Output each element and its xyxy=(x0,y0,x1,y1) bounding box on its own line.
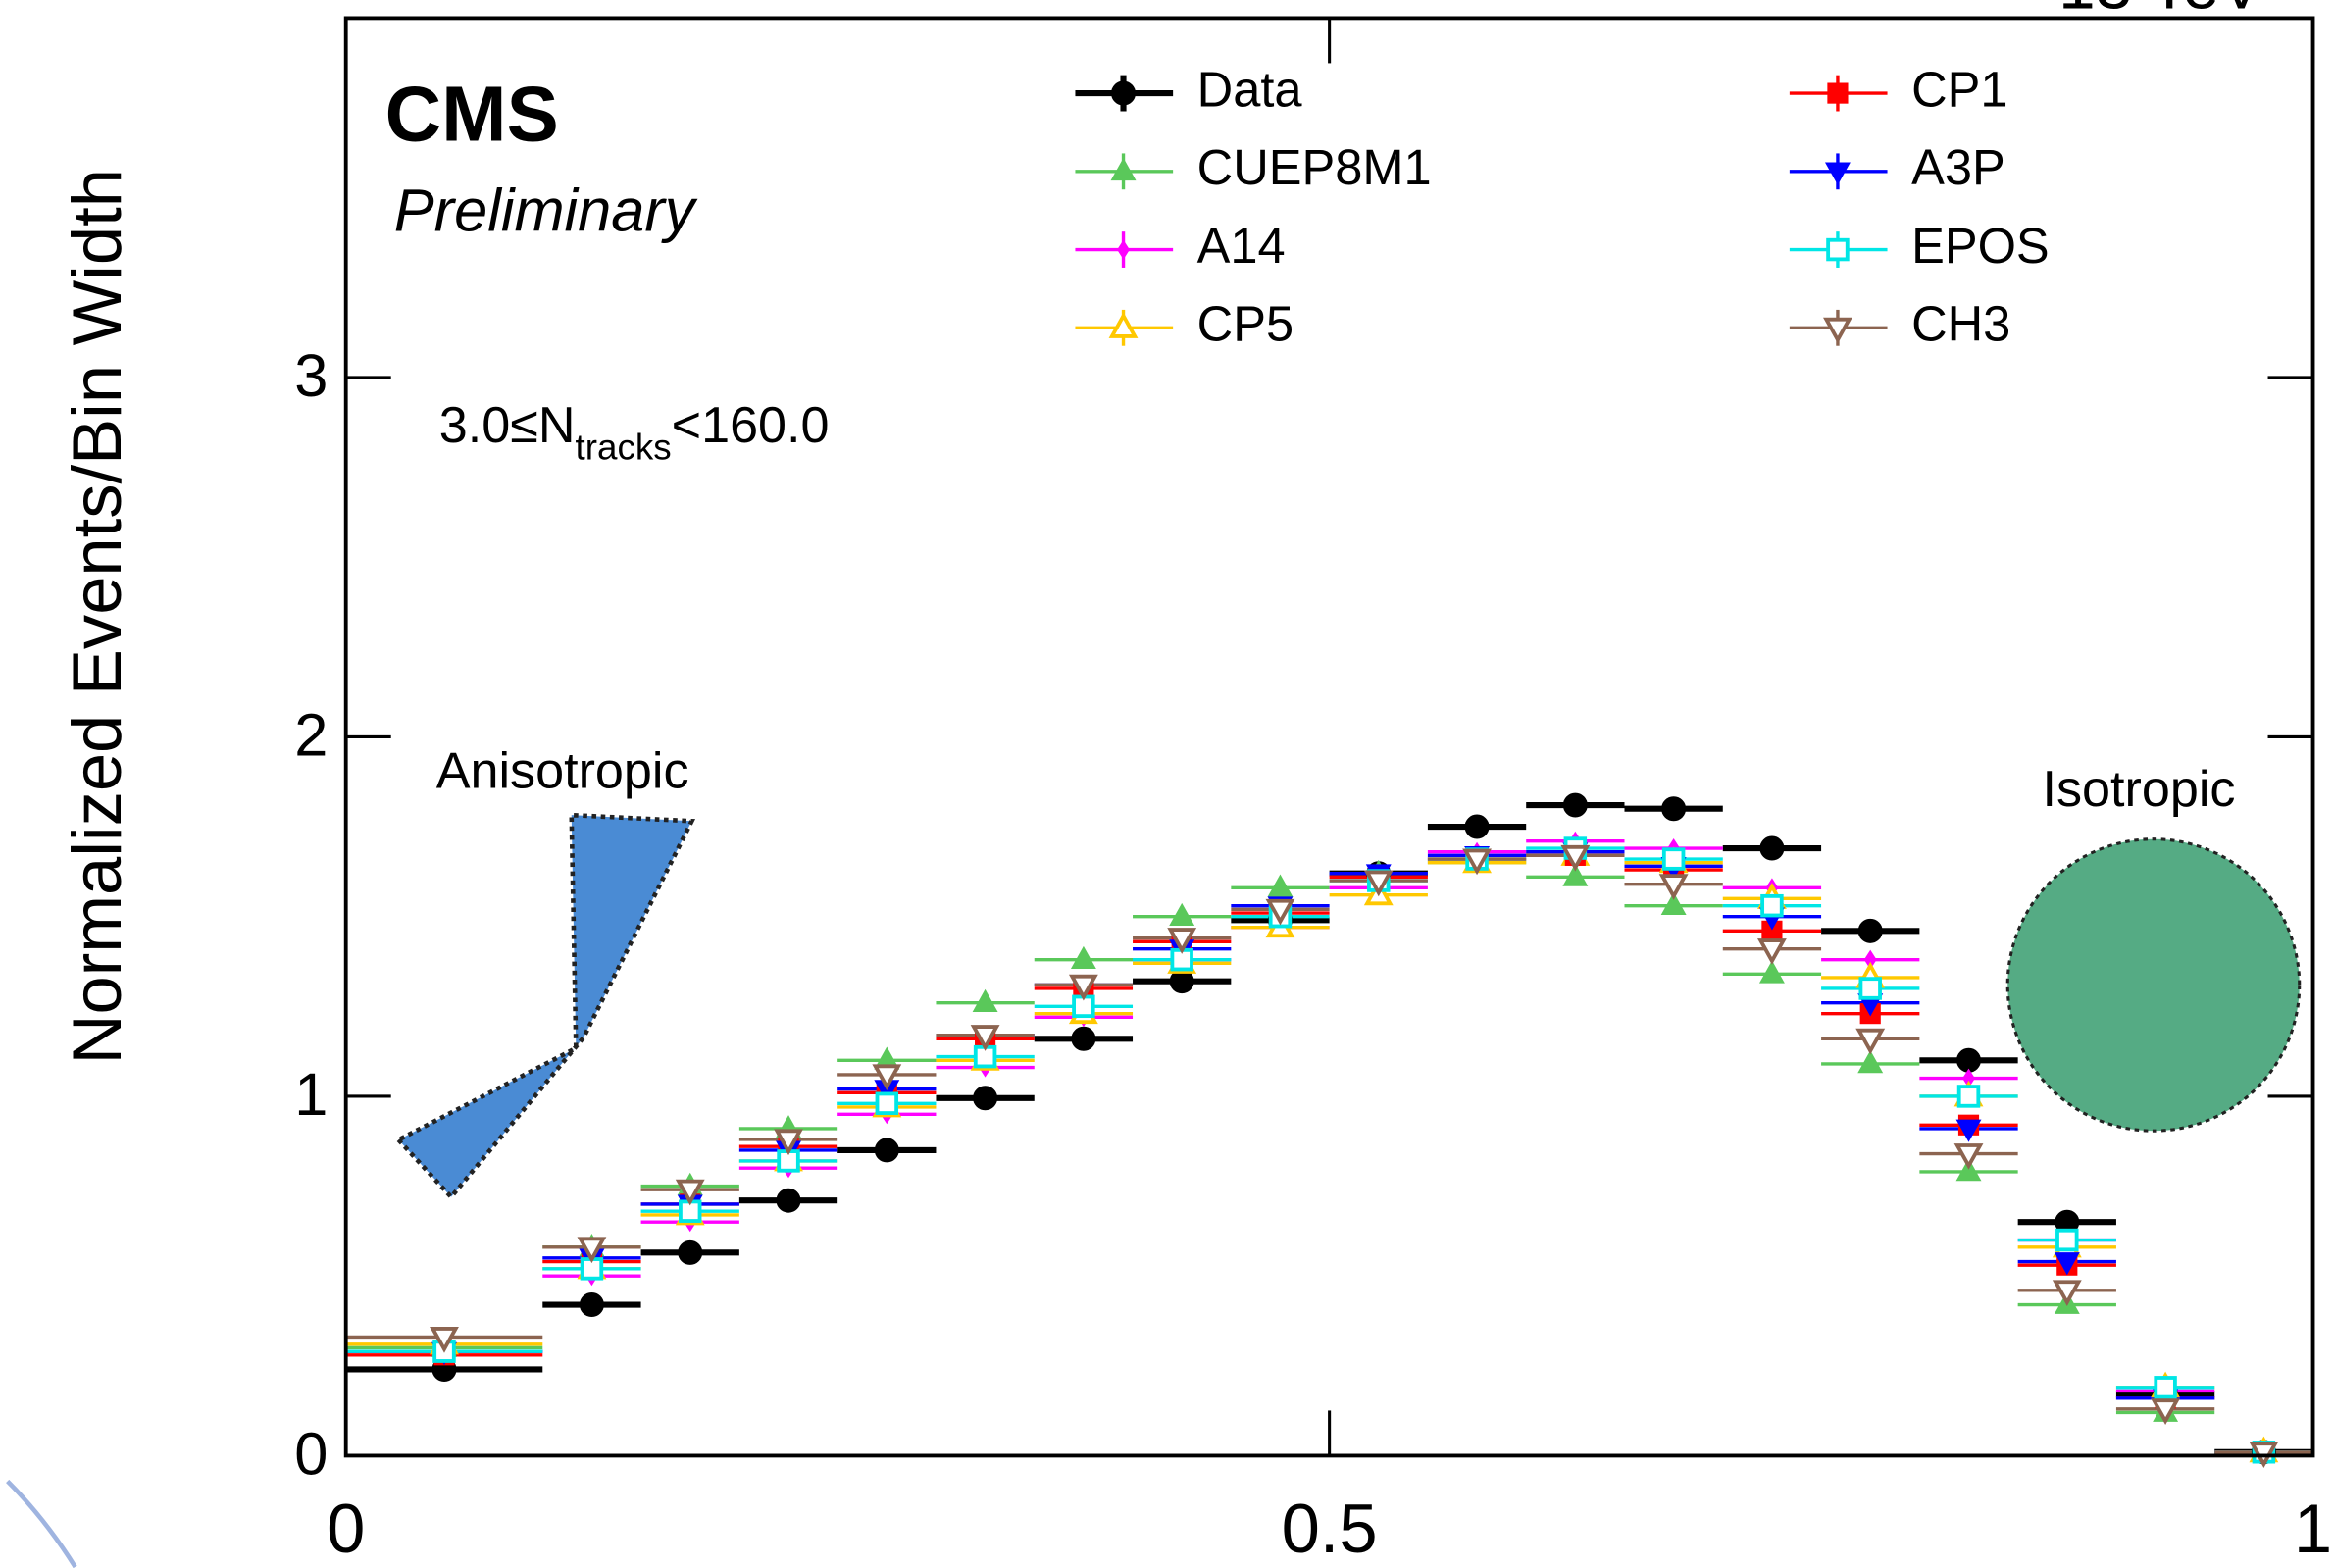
status-label: Preliminary xyxy=(394,177,698,244)
marker xyxy=(1167,928,1197,954)
marker xyxy=(1462,848,1492,876)
marker xyxy=(1759,835,1785,861)
selection-rest: <160.0 xyxy=(672,397,830,454)
marker xyxy=(874,1138,899,1163)
marker xyxy=(1855,1028,1886,1055)
marker xyxy=(1660,891,1687,916)
selection-label: 3.0≤Ntracks<160.0 xyxy=(439,397,830,467)
marker xyxy=(2055,1228,2079,1252)
legend-label: CP1 xyxy=(1911,61,2007,117)
legend-label: CH3 xyxy=(1911,296,2010,352)
y-tick-label: 1 xyxy=(294,1060,328,1128)
marker xyxy=(1464,814,1490,839)
selection-sub: tracks xyxy=(576,427,672,467)
marker xyxy=(1757,938,1787,965)
marker xyxy=(579,1292,604,1318)
marker xyxy=(872,1064,902,1091)
annotation: Anisotropic xyxy=(436,743,689,800)
marker xyxy=(1562,792,1588,818)
experiment-label: CMS xyxy=(385,71,559,158)
marker xyxy=(1823,317,1852,344)
marker xyxy=(1363,870,1394,897)
legend-label: A14 xyxy=(1197,218,1286,274)
legend-label: Data xyxy=(1197,61,1303,117)
marker xyxy=(675,1179,705,1206)
marker xyxy=(1858,977,1882,1000)
marker xyxy=(1857,918,1883,943)
marker xyxy=(1070,945,1096,970)
marker xyxy=(1169,902,1195,927)
marker xyxy=(430,1326,459,1353)
marker xyxy=(1560,844,1591,872)
marker xyxy=(1956,1047,1982,1073)
legend-label: EPOS xyxy=(1911,218,2050,274)
selection-main: 3.0≤N xyxy=(439,397,576,454)
marker xyxy=(1071,1026,1096,1051)
marker xyxy=(1108,312,1139,338)
marker xyxy=(1955,1119,1982,1142)
marker xyxy=(1111,80,1137,106)
marker xyxy=(2054,1252,2080,1276)
x-tick-label: 0 xyxy=(327,1490,365,1567)
marker xyxy=(1661,796,1687,822)
marker xyxy=(1658,874,1689,900)
y-axis-label: Normalized Events/Bin Width xyxy=(58,169,135,1064)
marker xyxy=(1956,1085,1981,1108)
x-tick-label: 0.5 xyxy=(1282,1490,1378,1567)
marker xyxy=(776,1188,801,1213)
marker xyxy=(973,1086,998,1111)
marker xyxy=(1824,162,1851,185)
marker xyxy=(1267,874,1294,897)
marker xyxy=(2154,1376,2177,1399)
annotation: Isotropic xyxy=(2042,761,2235,818)
x-tick-label: 1 xyxy=(2294,1490,2332,1567)
marker xyxy=(1758,960,1785,984)
marker xyxy=(875,1091,899,1115)
legend-label: CUEP8M1 xyxy=(1197,139,1432,195)
anisotropic-shape xyxy=(394,812,696,1201)
decorative-curve xyxy=(6,1479,77,1568)
marker xyxy=(1955,1158,1982,1182)
marker xyxy=(972,988,998,1012)
marker xyxy=(774,1129,803,1156)
marker xyxy=(1110,157,1137,181)
isotropic-shape xyxy=(2005,837,2302,1133)
y-tick-label: 3 xyxy=(294,341,328,409)
marker xyxy=(970,1025,1000,1051)
marker xyxy=(678,1239,703,1265)
marker xyxy=(1826,237,1850,262)
marker xyxy=(1265,898,1295,926)
marker xyxy=(2052,1280,2082,1307)
marker xyxy=(1117,239,1130,260)
marker xyxy=(1661,847,1686,871)
marker xyxy=(1827,82,1849,104)
marker xyxy=(1953,1143,1984,1170)
marker xyxy=(1068,974,1098,1001)
marker xyxy=(1857,1050,1884,1074)
marker xyxy=(1562,863,1589,886)
marker xyxy=(1760,893,1784,918)
y-tick-label: 2 xyxy=(294,701,328,769)
y-tick-label: 0 xyxy=(294,1420,328,1488)
legend-label: CP5 xyxy=(1197,296,1294,352)
legend-label: A3P xyxy=(1911,139,2005,195)
marker xyxy=(2151,1398,2181,1425)
marker xyxy=(577,1237,607,1264)
